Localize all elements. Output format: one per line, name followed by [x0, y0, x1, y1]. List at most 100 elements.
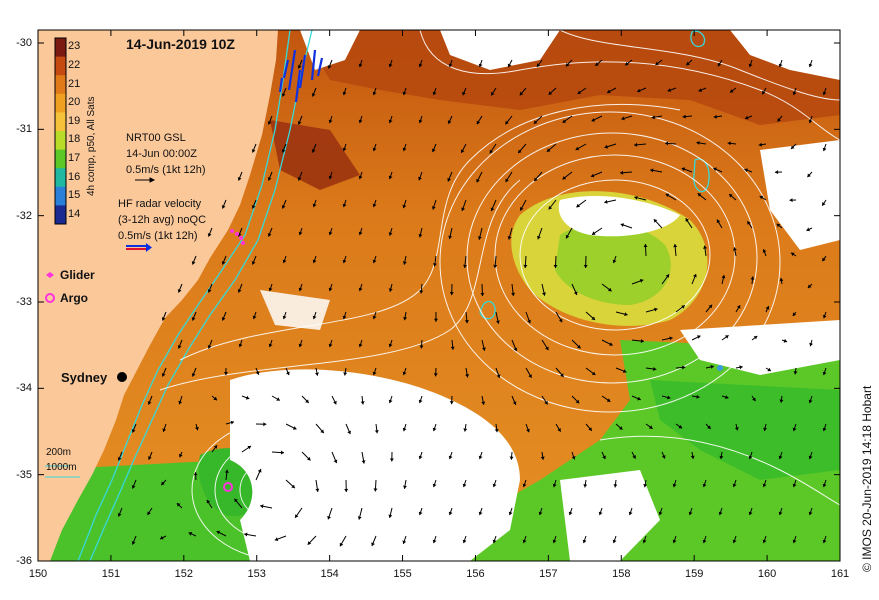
velocity-arrow-head	[224, 372, 228, 376]
velocity-arrow-head	[418, 176, 422, 181]
velocity-arrow-head	[481, 401, 486, 405]
velocity-arrow-head	[643, 484, 648, 488]
lon-tick-label: 154	[320, 568, 339, 580]
velocity-arrow-head	[372, 203, 377, 208]
colorbar-tick-label: 16	[68, 170, 81, 183]
velocity-arrow-head	[361, 460, 366, 464]
velocity-arrow-head	[686, 61, 690, 66]
hf-radar-vectors	[278, 49, 324, 103]
velocity-arrow-head	[418, 119, 423, 124]
velocity-arrow-head	[358, 175, 363, 180]
velocity-arrow-head	[295, 514, 299, 518]
velocity-arrow-head	[131, 429, 136, 433]
velocity-arrow-head	[583, 484, 588, 488]
velocity-arrow-head	[511, 292, 516, 296]
velocity-arrow-head	[268, 287, 273, 292]
velocity-arrow-head	[418, 399, 423, 404]
velocity-arrow-head	[432, 427, 437, 432]
velocity-arrow-head	[792, 427, 797, 432]
velocity-arrow-head	[698, 88, 703, 92]
lat-tick-label: -35	[16, 468, 32, 481]
radar-note-line: HF radar velocity	[118, 198, 202, 210]
velocity-arrow-head	[750, 276, 755, 280]
colorbar-swatch	[55, 112, 66, 132]
velocity-arrow-head	[744, 168, 748, 173]
velocity-arrow-head	[267, 121, 272, 125]
velocity-arrow-head	[402, 147, 407, 152]
velocity-arrow-head	[729, 194, 733, 198]
colorbar-tick-label: 14	[68, 207, 81, 220]
velocity-arrow-head	[328, 343, 333, 348]
velocity-arrow-head	[117, 457, 122, 461]
velocity-arrow-head	[665, 274, 670, 278]
velocity-arrow-head	[762, 249, 767, 253]
velocity-arrow-head	[713, 114, 717, 119]
velocity-arrow-head	[565, 234, 570, 239]
velocity-arrow-head	[238, 343, 243, 348]
velocity-arrow-head	[808, 455, 813, 460]
lat-tick-label: -32	[16, 209, 32, 222]
velocity-arrow-head	[320, 429, 324, 434]
velocity-arrow-head	[315, 372, 319, 376]
velocity-arrow-head	[298, 287, 303, 292]
velocity-arrow-head	[191, 261, 196, 265]
velocity-arrow-head	[482, 347, 486, 351]
velocity-arrow-head	[661, 455, 666, 459]
cloud-gap	[760, 140, 840, 250]
velocity-arrow-head	[328, 287, 333, 292]
velocity-arrow-head	[655, 61, 659, 65]
sydney-marker	[117, 372, 127, 382]
velocity-arrow-head	[297, 177, 302, 181]
velocity-arrow-head	[568, 511, 573, 516]
lon-tick-label: 151	[101, 568, 121, 580]
velocity-arrow-head	[311, 149, 316, 153]
radar-scale-arrow	[126, 243, 152, 252]
velocity-arrow-head	[552, 539, 557, 544]
velocity-arrow-head	[783, 338, 788, 343]
sst-cool-eddy-core	[555, 222, 671, 305]
velocity-arrow-head	[690, 455, 695, 459]
velocity-arrow-head	[247, 446, 251, 450]
velocity-arrow-head	[654, 307, 658, 312]
radar-note-line: (3-12h avg) noQC	[118, 214, 207, 226]
velocity-arrow-head	[681, 167, 686, 172]
velocity-arrow-head	[624, 312, 628, 317]
velocity-arrow-head	[651, 115, 655, 120]
velocity-arrow-head	[591, 316, 595, 320]
velocity-arrow-head	[291, 484, 295, 489]
velocity-arrow-head	[582, 539, 587, 544]
velocity-arrow-head	[297, 121, 302, 125]
velocity-arrow-head	[807, 284, 812, 288]
radar-note-line: 0.5m/s (1kt 12h)	[118, 230, 198, 242]
plot-frame	[37, 29, 841, 562]
lat-tick-label: -30	[16, 37, 32, 49]
velocity-arrow-head	[575, 399, 580, 404]
colorbar-frame	[54, 37, 67, 225]
velocity-arrow-head	[639, 279, 644, 283]
velocity-arrow-head	[602, 455, 606, 460]
lon-tick-label: 161	[830, 568, 850, 580]
velocity-arrow-head	[591, 118, 596, 122]
velocity-arrow-head	[822, 427, 827, 432]
velocity-arrow-head	[403, 485, 407, 489]
velocity-arrow-head	[778, 455, 783, 460]
velocity-arrow-head	[234, 498, 238, 503]
velocity-arrow-head	[548, 91, 553, 95]
velocity-arrow-head	[460, 149, 465, 153]
velocity-arrow-head	[177, 345, 182, 349]
sst-colorbar	[54, 37, 67, 225]
velocity-arrow-head	[478, 63, 483, 68]
velocity-arrow-head	[434, 318, 438, 322]
velocity-arrow-head	[478, 511, 483, 516]
velocity-arrow-head	[792, 483, 797, 488]
credit-text: © IMOS 20-Jun-2019 14:18 Hobart	[860, 385, 874, 572]
velocity-arrow-head	[402, 371, 407, 376]
velocity-arrow-head	[465, 374, 470, 378]
velocity-arrow-head	[667, 395, 671, 400]
velocity-arrow-head	[372, 147, 377, 152]
velocity-arrow-head	[540, 456, 545, 460]
velocity-arrow-head	[388, 399, 393, 404]
velocity-arrow-head	[682, 365, 686, 370]
velocity-arrow-head	[808, 511, 813, 516]
velocity-arrow-head	[282, 315, 287, 320]
